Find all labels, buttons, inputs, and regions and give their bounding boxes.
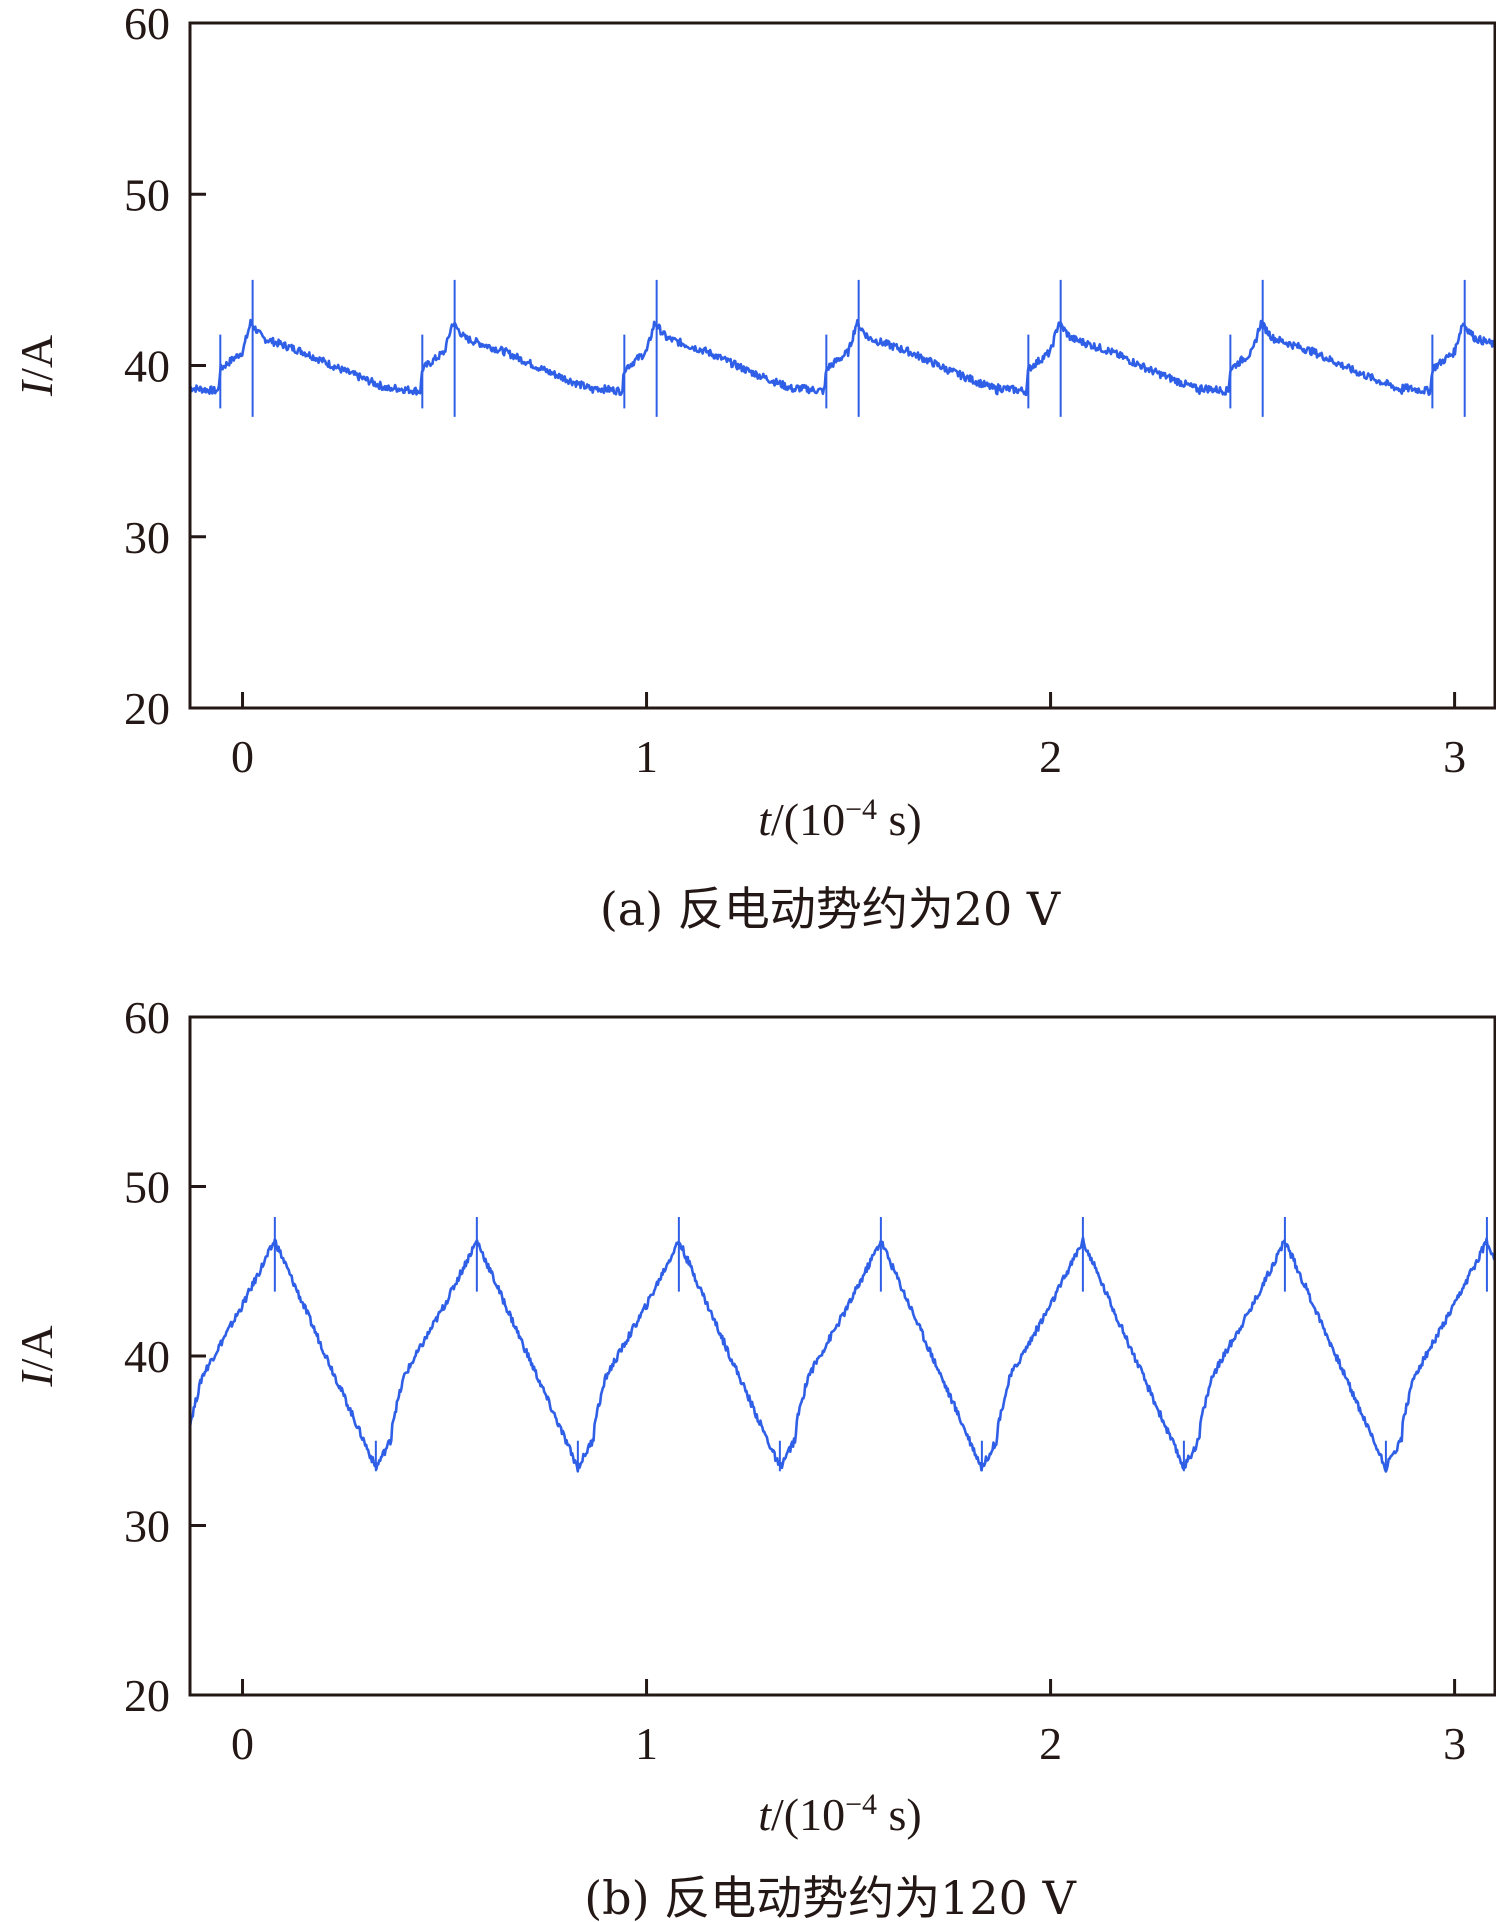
x-tick-label: 3 (1443, 731, 1466, 782)
caption-a: (a) 反电动势约为20 V (600, 882, 1061, 936)
y-tick-label: 40 (124, 1331, 170, 1382)
x-tick-label: 3 (1443, 1718, 1466, 1769)
x-tick-label: 0 (231, 1718, 254, 1769)
x-tick-label: 1 (635, 1718, 658, 1769)
y-tick-label: 30 (124, 1501, 170, 1552)
y-tick-label: 20 (124, 1670, 170, 1721)
current-trace-a (189, 318, 1496, 397)
x-axis-ticks: 0 1 2 3 (231, 1679, 1466, 1769)
y-tick-label: 60 (124, 0, 170, 49)
chart-panel-b: 20 30 40 50 60 0 1 2 3 I/A t/(10−4 s) (b) 反电动势约… (11, 992, 1496, 1922)
y-tick-label: 40 (124, 341, 170, 392)
switching-spikes-a (219, 279, 1466, 417)
plot-frame-b (188, 1015, 1496, 1697)
caption-b: (b) 反电动势约为120 V (584, 1871, 1076, 1922)
y-tick-label: 20 (124, 683, 170, 734)
x-axis-label-a: t/(10−4 s) (758, 793, 922, 846)
chart-panel-a: 20 30 40 50 60 0 1 2 3 I/A t/(10−4 s) (a) 反电动势约… (11, 0, 1496, 936)
y-axis-ticks: 20 30 40 50 60 (124, 0, 206, 734)
y-axis-label-a: I/A (11, 335, 62, 397)
x-tick-label: 1 (635, 731, 658, 782)
plot-frame-a (188, 21, 1496, 710)
x-tick-label: 0 (231, 731, 254, 782)
y-tick-label: 50 (124, 1162, 170, 1213)
x-tick-label: 2 (1039, 731, 1062, 782)
y-tick-label: 50 (124, 169, 170, 220)
y-tick-label: 30 (124, 512, 170, 563)
x-tick-label: 2 (1039, 1718, 1062, 1769)
y-axis-ticks: 20 30 40 50 60 (124, 992, 206, 1721)
x-axis-ticks: 0 1 2 3 (231, 692, 1466, 782)
y-axis-label-b: I/A (11, 1325, 62, 1387)
x-axis-label-b: t/(10−4 s) (758, 1788, 922, 1841)
switching-spikes-b (273, 1217, 1488, 1472)
y-tick-label: 60 (124, 992, 170, 1043)
current-trace-b (188, 1236, 1496, 1473)
